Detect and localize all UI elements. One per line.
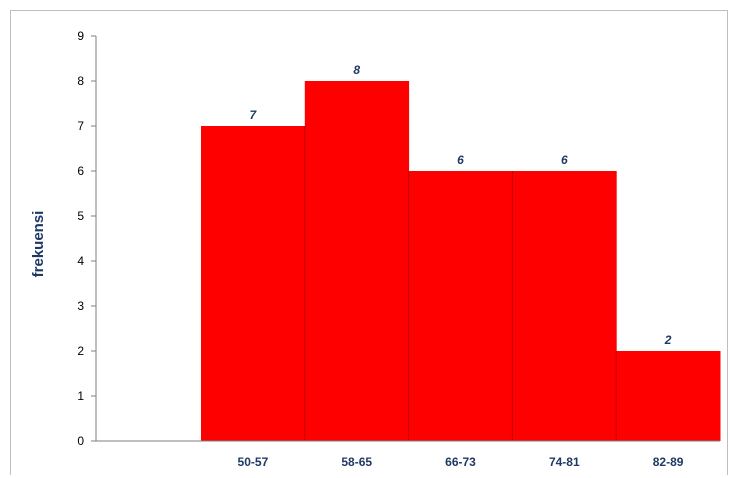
y-ticks-group: 0 1 2 3 4 5 6 7 8 9: [77, 29, 96, 448]
y-tick-label: 1: [77, 389, 84, 403]
y-tick-label: 2: [77, 344, 84, 358]
x-category-label: 66-73: [445, 455, 476, 469]
data-labels-group: 7 8 6 6 2: [250, 63, 672, 347]
bars-group: [201, 81, 721, 441]
y-tick-label: 4: [77, 254, 84, 268]
x-category-label: 58-65: [341, 455, 372, 469]
data-label: 8: [353, 63, 360, 77]
y-tick-label: 3: [77, 299, 84, 313]
bar-82-89: [616, 351, 721, 441]
data-label: 6: [561, 153, 568, 167]
x-category-label: 50-57: [238, 455, 269, 469]
y-tick-label: 0: [77, 434, 84, 448]
data-label: 6: [457, 153, 464, 167]
data-label: 7: [250, 108, 258, 122]
y-tick-label: 8: [77, 74, 84, 88]
data-label: 2: [664, 333, 672, 347]
y-tick-label: 6: [77, 164, 84, 178]
bar-74-81: [512, 171, 617, 441]
bar-66-73: [408, 171, 513, 441]
y-tick-label: 7: [77, 119, 84, 133]
y-tick-label: 5: [77, 209, 84, 223]
y-tick-label: 9: [77, 29, 84, 43]
bar-50-57: [201, 126, 306, 441]
bar-58-65: [304, 81, 410, 441]
y-axis-title: frekuensi: [30, 211, 47, 278]
x-labels-group: 50-57 58-65 66-73 74-81 82-89: [238, 455, 684, 469]
chart-frame: [10, 10, 728, 475]
x-category-label: 74-81: [549, 455, 580, 469]
x-category-label: 82-89: [653, 455, 684, 469]
